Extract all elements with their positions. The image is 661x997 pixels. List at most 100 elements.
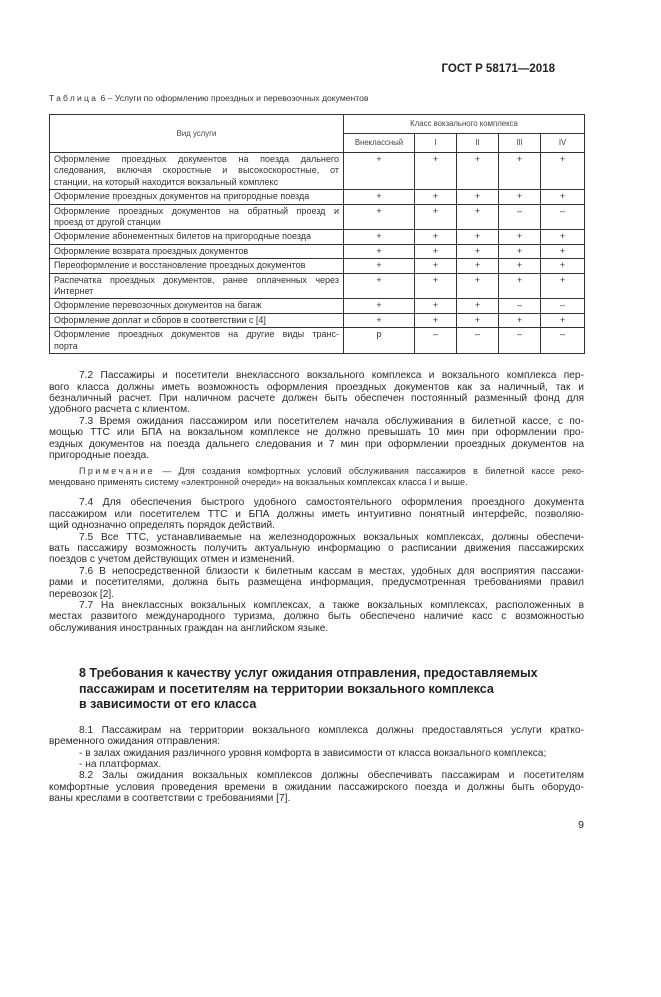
heading-line: 8 Требования к качеству услуг ожидания о… [79, 666, 538, 681]
service-text-line: порта [54, 340, 78, 351]
header-class-4: IV [539, 133, 586, 153]
paragraph-line: комфортные условия проведения времени в … [49, 781, 584, 793]
paragraph-line: пригородные поезда. [49, 449, 150, 461]
availability-mark: – [498, 298, 541, 314]
availability-mark: + [414, 312, 457, 329]
availability-mark: + [539, 272, 586, 300]
section-8-heading: 8 Требования к качеству услуг ожидания о… [79, 666, 569, 713]
paragraph-line: ездных документов на поезда дальнего сле… [49, 438, 584, 450]
paragraph-line: местах развитого международного туризма,… [49, 611, 584, 623]
service-cell: Оформление перевозочных документов на ба… [49, 298, 344, 314]
paragraph: 8.2 Залы ожидания вокзальных комплексов … [49, 770, 584, 804]
header-station-class: Класс вокзального комплекса [342, 114, 586, 134]
paragraph: 8.1 Пассажирам на территории вокзального… [49, 725, 584, 748]
note-line: Примечание — Для создания комфортных усл… [49, 466, 584, 477]
note-text: мендовано применять систему «электронной… [49, 477, 468, 488]
availability-mark: + [539, 229, 586, 245]
paragraph-line: безналичный расчет. При наличном расчете… [49, 392, 584, 404]
paragraph-line: пассажиром или посетителем ТТС и БПА дол… [49, 508, 584, 520]
availability-mark: + [456, 151, 499, 191]
service-cell: Оформление доплат и сборов в соответстви… [49, 312, 344, 329]
availability-mark: + [456, 272, 499, 300]
table-row: Оформление проездных документов на поезд… [49, 151, 586, 191]
availability-mark: + [539, 312, 586, 329]
availability-mark: + [456, 229, 499, 245]
availability-mark: + [414, 151, 457, 191]
availability-mark: – [498, 327, 541, 355]
table-caption-text: 6 – Услуги по оформлению проездных и пер… [98, 93, 369, 103]
paragraph-line: рами и посетителями, должна быть размеще… [49, 577, 584, 589]
service-cell: Оформление проездных документов на други… [49, 327, 344, 355]
availability-mark: + [343, 298, 415, 314]
paragraph: 7.6 В непосредственной близости к билетн… [49, 566, 584, 600]
paragraph: 7.2 Пассажиры и посетители внеклассного … [49, 370, 584, 416]
service-cell: Оформление проездных документов на поезд… [49, 151, 344, 191]
header-class-3: III [498, 133, 541, 153]
paragraphs-7-4-7-7: 7.4 Для обеспечения быстрого удобного са… [49, 497, 584, 634]
availability-mark: + [343, 258, 415, 274]
paragraph-line: щий однозначно определять порядок действ… [49, 520, 275, 532]
document-code: ГОСТ Р 58171—2018 [441, 63, 555, 75]
paragraph-line: удобного расчета с клиентом. [49, 404, 190, 416]
paragraph-line: 7.6 В непосредственной близости к билетн… [79, 565, 584, 577]
paragraph-line: обслуживания иностранных граждан на англ… [49, 622, 329, 634]
paragraph-line: 7.2 Пассажиры и посетители внеклассного … [79, 370, 584, 382]
availability-mark: + [414, 298, 457, 314]
service-text-line: станции, на который находится вокзальный… [54, 176, 279, 187]
availability-mark: + [498, 229, 541, 245]
availability-mark: + [498, 243, 541, 260]
availability-mark: + [456, 312, 499, 329]
table-body: Оформление проездных документов на поезд… [49, 151, 586, 355]
availability-mark: + [539, 189, 586, 205]
availability-mark: + [343, 229, 415, 245]
service-text-line: Интернет [54, 286, 94, 297]
service-cell: Оформление проездных документов на обрат… [49, 203, 344, 231]
service-text-line: Оформление доплат и сборов в соответстви… [54, 314, 266, 325]
paragraph-line: 8.2 Залы ожидания вокзальных комплексов … [79, 770, 584, 782]
page-number: 9 [578, 818, 584, 831]
availability-mark: + [456, 298, 499, 314]
availability-mark: + [343, 203, 415, 231]
heading-line: в зависимости от его класса [79, 697, 257, 712]
header-class-0: Внеклассный [343, 133, 415, 153]
availability-mark: + [343, 243, 415, 260]
paragraph-line: перевозок [2]. [49, 588, 115, 600]
services-table: Вид услуги Класс вокзального комплекса В… [49, 114, 586, 355]
paragraph: - в залах ожидания различного уровня ком… [49, 748, 584, 759]
availability-mark: + [498, 258, 541, 274]
paragraph-line: вать пассажиру возможность получить акту… [49, 542, 584, 554]
paragraph-line: мощью ТТС или БПА на вокзальном комплекс… [49, 427, 584, 439]
note-text: — Для создания комфортных условий обслуж… [155, 466, 584, 477]
availability-mark: – [539, 327, 586, 355]
availability-mark: + [498, 312, 541, 329]
service-text-line: Оформление проездных документов на поезд… [54, 154, 339, 164]
service-text-line: Оформление проездных документов на обрат… [54, 205, 339, 216]
paragraphs-7-2-7-3: 7.2 Пассажиры и посетители внеклассного … [49, 370, 584, 461]
availability-mark: + [343, 189, 415, 205]
availability-mark: + [498, 189, 541, 205]
availability-mark: + [498, 151, 541, 191]
availability-mark: + [456, 189, 499, 205]
availability-mark: + [539, 258, 586, 274]
availability-mark: + [456, 243, 499, 260]
service-cell: Переоформление и восстановление проездны… [49, 258, 344, 274]
heading-line: пассажирам и посетителям на территории в… [79, 681, 494, 696]
service-text-line: Распечатка проездных документов, ранее о… [54, 274, 339, 285]
table-row: Переоформление и восстановление проездны… [49, 258, 586, 274]
service-text-line: проезд от другой станции [54, 217, 161, 228]
service-text-line: следования, включая скоростные и высокос… [54, 165, 339, 176]
header-class-2: II [456, 133, 499, 153]
availability-mark: – [414, 327, 457, 355]
paragraph: 7.7 На внеклассных вокзальных комплексах… [49, 600, 584, 634]
table-caption-label: Таблица [49, 93, 99, 103]
table-row: Оформление проездных документов на обрат… [49, 203, 586, 231]
service-text-line: Оформление возврата проездных документов [54, 245, 249, 256]
availability-mark: + [414, 229, 457, 245]
availability-mark: + [456, 203, 499, 231]
service-cell: Распечатка проездных документов, ранее о… [49, 272, 344, 300]
paragraph: - на платформах. [49, 759, 584, 770]
availability-mark: + [498, 272, 541, 300]
paragraph-line: - на платформах. [79, 758, 162, 770]
availability-mark: + [456, 258, 499, 274]
header-service-type: Вид услуги [49, 114, 344, 153]
